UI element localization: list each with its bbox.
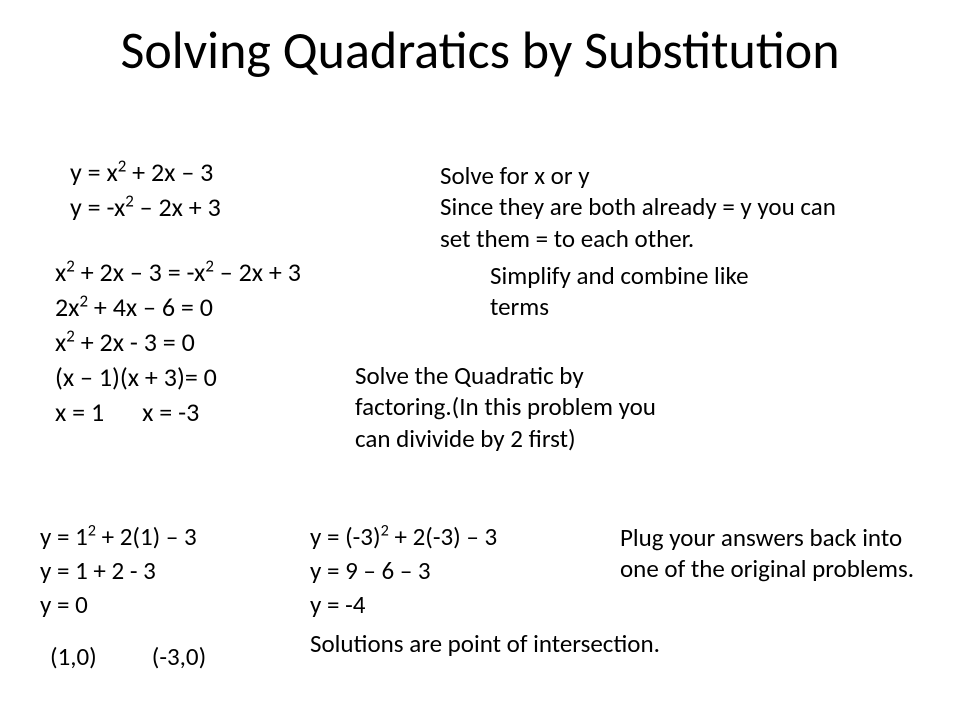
sup-2: 2 bbox=[381, 522, 389, 541]
eq-y2: y = -x2 – 2x + 3 bbox=[70, 190, 370, 225]
t: x bbox=[55, 326, 66, 358]
note-line: factoring.(In this problem you bbox=[355, 391, 735, 422]
t: + 2x – 3 = -x bbox=[75, 256, 205, 288]
sup-2: 2 bbox=[66, 255, 75, 276]
note-solve-for: Solve for x or y Since they are both alr… bbox=[440, 160, 930, 254]
t: 2x bbox=[55, 291, 79, 323]
sup-2: 2 bbox=[88, 522, 96, 541]
note-line: Solve the Quadratic by bbox=[355, 360, 735, 391]
sup-2: 2 bbox=[205, 255, 214, 276]
calc-line: y = -4 bbox=[310, 588, 600, 622]
eq-y1-a: y = x bbox=[70, 156, 118, 188]
work-l1: x2 + 2x – 3 = -x2 – 2x + 3 bbox=[55, 255, 435, 290]
t: + 4x – 6 = 0 bbox=[88, 291, 213, 323]
note-solutions: Solutions are point of intersection. bbox=[310, 628, 750, 659]
note-line: Solve for x or y bbox=[440, 160, 930, 191]
eq-y2-b: – 2x + 3 bbox=[134, 191, 221, 223]
calc-line: y = 9 – 6 – 3 bbox=[310, 554, 600, 588]
note-simplify: Simplify and combine like terms bbox=[490, 260, 870, 323]
eq-y1: y = x2 + 2x – 3 bbox=[70, 155, 370, 190]
note-line: can divivide by 2 first) bbox=[355, 423, 735, 454]
note-line: one of the original problems. bbox=[620, 553, 950, 584]
note-line: set them = to each other. bbox=[440, 223, 930, 254]
point-2: (-3,0) bbox=[152, 641, 206, 672]
work-l3: x2 + 2x - 3 = 0 bbox=[55, 325, 435, 360]
note-line: terms bbox=[490, 291, 870, 322]
t: x = 1 bbox=[55, 396, 104, 428]
t: x bbox=[55, 256, 66, 288]
calc-y-at-1: y = 12 + 2(1) – 3 y = 1 + 2 - 3 y = 0 bbox=[40, 520, 320, 621]
calc-line: y = 0 bbox=[40, 588, 320, 622]
solution-points: (1,0) (-3,0) bbox=[50, 640, 310, 674]
eq-y2-a: y = -x bbox=[70, 191, 125, 223]
point-1: (1,0) bbox=[50, 641, 97, 672]
equations-given: y = x2 + 2x – 3 y = -x2 – 2x + 3 bbox=[70, 155, 370, 225]
t: – 2x + 3 bbox=[214, 256, 301, 288]
t: + 2(1) – 3 bbox=[96, 521, 197, 552]
sup-2: 2 bbox=[79, 290, 88, 311]
note-line: Simplify and combine like bbox=[490, 260, 870, 291]
calc-line: y = 12 + 2(1) – 3 bbox=[40, 520, 320, 554]
sup-2: 2 bbox=[125, 190, 134, 211]
t: y = 1 bbox=[40, 521, 88, 552]
calc-y-at-neg3: y = (-3)2 + 2(-3) – 3 y = 9 – 6 – 3 y = … bbox=[310, 520, 600, 621]
t: y = (-3) bbox=[310, 521, 381, 552]
t: + 2x - 3 = 0 bbox=[75, 326, 195, 358]
calc-line: y = (-3)2 + 2(-3) – 3 bbox=[310, 520, 600, 554]
eq-y1-b: + 2x – 3 bbox=[126, 156, 213, 188]
sup-2: 2 bbox=[118, 155, 127, 176]
note-factor: Solve the Quadratic by factoring.(In thi… bbox=[355, 360, 735, 454]
slide: Solving Quadratics by Substitution y = x… bbox=[0, 0, 960, 720]
note-line: Since they are both already = y you can bbox=[440, 191, 930, 222]
t: x = -3 bbox=[142, 396, 199, 428]
t: + 2(-3) – 3 bbox=[389, 521, 497, 552]
calc-line: y = 1 + 2 - 3 bbox=[40, 554, 320, 588]
sup-2: 2 bbox=[66, 326, 75, 347]
note-plug-back: Plug your answers back into one of the o… bbox=[620, 522, 950, 585]
slide-title: Solving Quadratics by Substitution bbox=[0, 18, 960, 82]
work-l2: 2x2 + 4x – 6 = 0 bbox=[55, 290, 435, 325]
note-line: Plug your answers back into bbox=[620, 522, 950, 553]
